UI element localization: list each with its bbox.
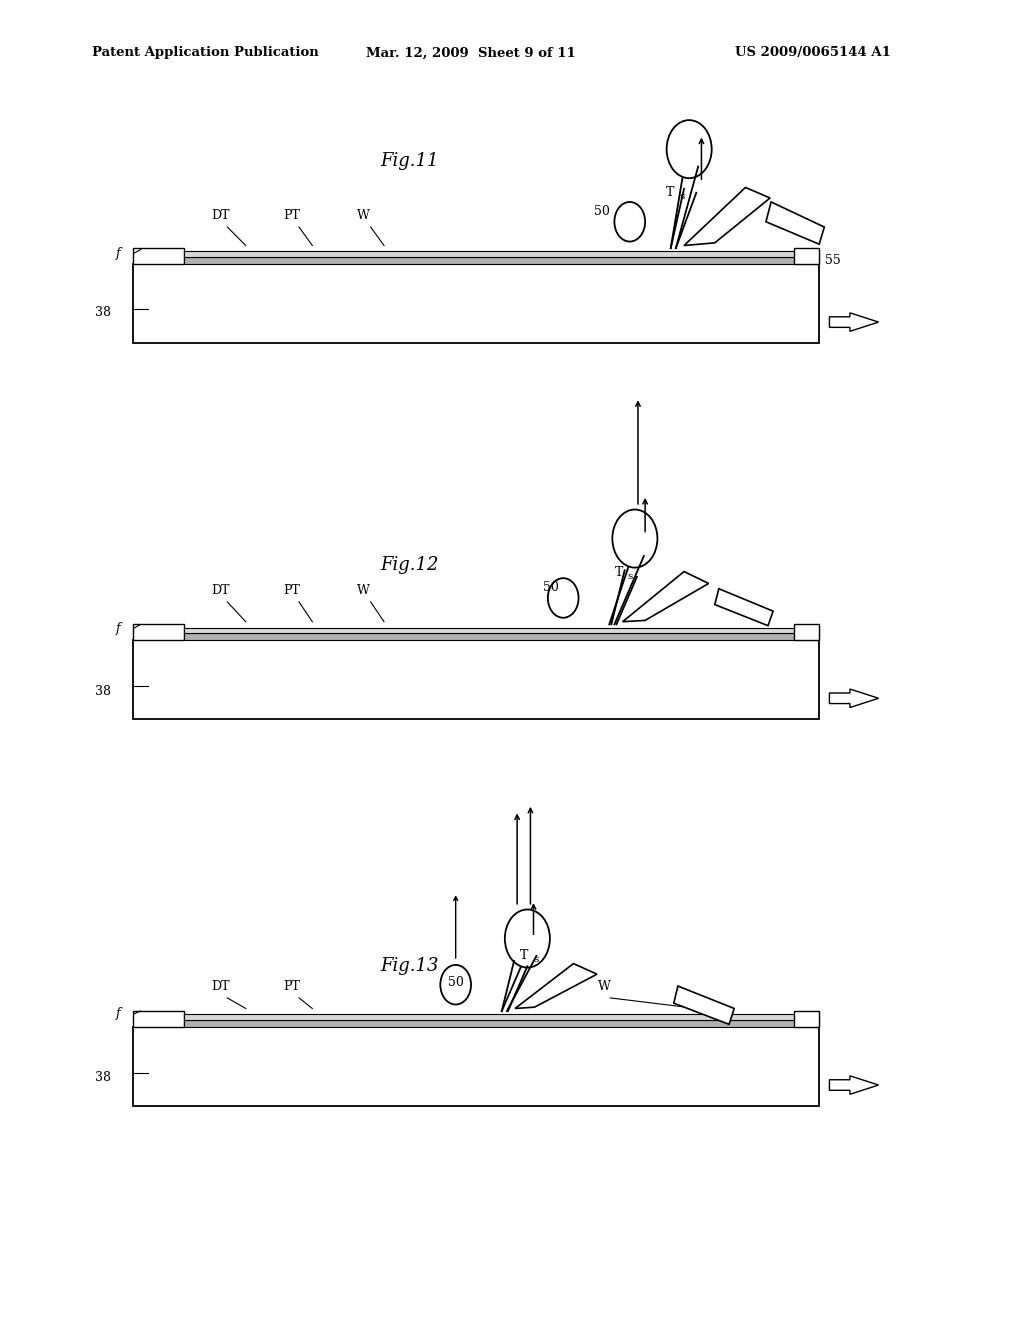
Bar [133,248,184,264]
Bar [184,1020,819,1027]
Bar [184,251,819,257]
Bar [184,627,819,634]
Polygon shape [829,1076,879,1094]
Polygon shape [829,689,879,708]
Text: DT: DT [211,979,229,993]
Text: W: W [357,583,370,597]
Text: T: T [520,949,528,962]
Text: Fig.13: Fig.13 [380,957,439,975]
Text: Fig.11: Fig.11 [380,152,439,170]
Text: s: s [628,573,633,581]
Text: 55: 55 [825,253,841,267]
Polygon shape [515,964,597,1008]
Text: Mar. 12, 2009  Sheet 9 of 11: Mar. 12, 2009 Sheet 9 of 11 [367,46,575,59]
Text: US 2009/0065144 A1: US 2009/0065144 A1 [735,46,891,59]
Polygon shape [623,572,709,622]
Text: f: f [116,1007,121,1020]
Bar [184,257,819,264]
Text: s: s [534,956,539,964]
Text: 38: 38 [94,685,111,698]
Text: Patent Application Publication: Patent Application Publication [92,46,318,59]
Bar [794,624,819,640]
Bar [133,264,819,343]
Text: 50: 50 [447,975,464,989]
Text: f: f [116,247,121,260]
Polygon shape [684,187,770,246]
Bar [184,1014,819,1020]
Polygon shape [715,589,773,626]
Text: T: T [666,186,674,199]
Text: PT: PT [284,209,300,222]
Text: f: f [116,622,121,635]
Text: s: s [679,193,684,201]
Bar [184,634,819,640]
Text: PT: PT [284,979,300,993]
Bar [133,1027,819,1106]
Text: T: T [614,566,623,579]
Text: DT: DT [211,583,229,597]
Text: Fig.12: Fig.12 [380,556,439,574]
Text: 50: 50 [543,581,559,594]
Text: 38: 38 [94,306,111,319]
Bar [133,1011,184,1027]
Bar [794,1011,819,1027]
Bar [133,624,184,640]
Bar [794,248,819,264]
Polygon shape [766,202,824,244]
Text: PT: PT [284,583,300,597]
Text: W: W [598,979,610,993]
Bar [133,640,819,719]
Text: 38: 38 [94,1071,111,1084]
Text: 50: 50 [594,205,610,218]
Text: DT: DT [211,209,229,222]
Polygon shape [674,986,734,1024]
Polygon shape [829,313,879,331]
Text: W: W [357,209,370,222]
